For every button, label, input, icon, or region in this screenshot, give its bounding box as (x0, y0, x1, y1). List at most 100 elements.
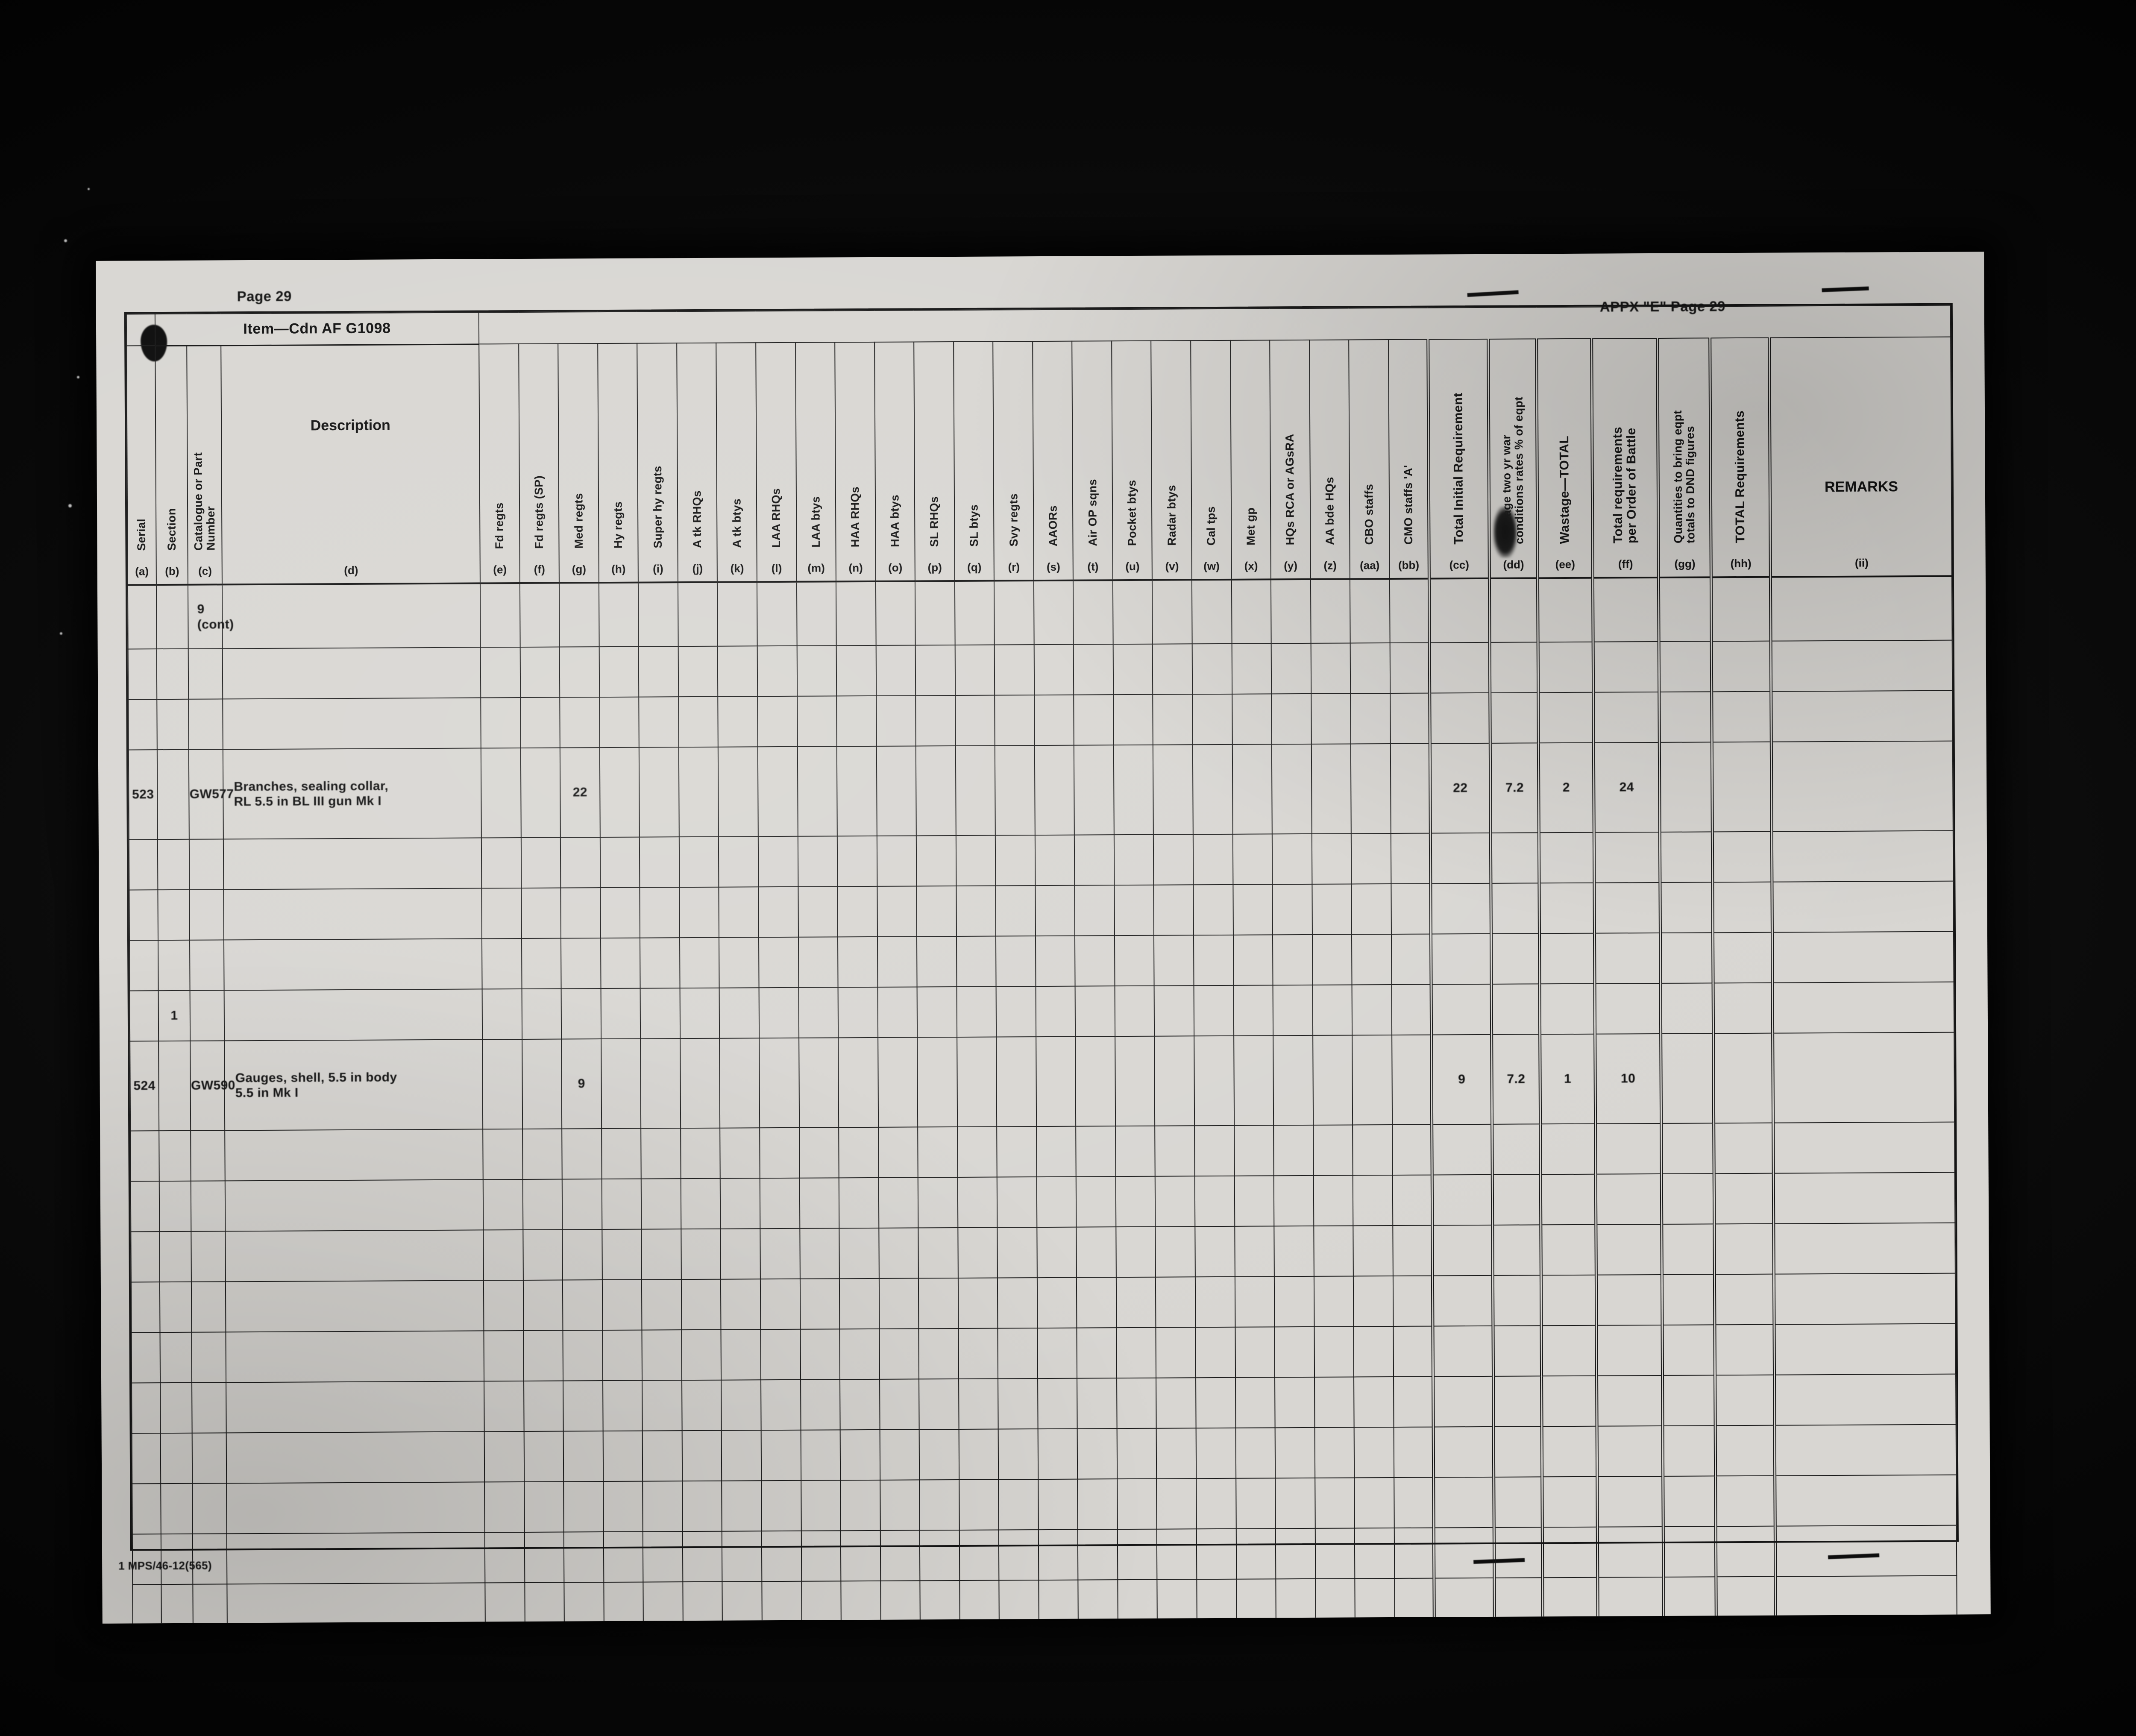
cell-r7-d (224, 989, 483, 1041)
cell-r8-f (522, 1039, 562, 1129)
cell-r0-cc (1429, 578, 1490, 643)
column-letter-e: (e) (493, 563, 507, 576)
cell-r7-h (601, 988, 641, 1039)
column-header-ff: Total requirements per Order of Battle (ff… (1591, 338, 1659, 578)
cell-r16-e (484, 1481, 525, 1533)
cell-r12-t (1077, 1277, 1117, 1328)
registration-tick-top (1467, 290, 1519, 297)
cell-r6-v (1154, 935, 1194, 986)
cell-r8-h (601, 1038, 641, 1129)
cell-r13-o (879, 1328, 919, 1379)
cell-r9-l (760, 1127, 800, 1179)
cell-value-ff: 10 (1620, 1071, 1636, 1086)
cell-r8-aa (1352, 1035, 1392, 1125)
cell-r4-o (877, 836, 917, 886)
cell-r0-hh (1711, 577, 1771, 642)
cell-r13-cc (1432, 1325, 1493, 1377)
cell-r15-c (192, 1433, 227, 1484)
cell-r6-ee (1539, 933, 1595, 984)
cell-r16-d (226, 1482, 485, 1534)
column-header-m: LAA btys (m) (795, 342, 836, 582)
cell-r11-z (1313, 1226, 1354, 1276)
cell-r7-u (1115, 985, 1155, 1037)
cell-r7-cc (1431, 984, 1492, 1035)
cell-r15-t (1077, 1428, 1118, 1479)
table-row-blank (132, 1374, 1956, 1434)
cell-r11-c (191, 1231, 226, 1282)
column-header-ee: Wastage—TOTAL (ee) (1536, 338, 1593, 578)
cell-r18-q (959, 1580, 1000, 1624)
cell-r12-bb (1393, 1276, 1433, 1327)
cell-r16-dd (1493, 1477, 1543, 1528)
cell-r18-h (604, 1582, 644, 1624)
cell-r18-l (762, 1581, 802, 1624)
column-letter-ee: (ee) (1555, 557, 1576, 571)
cell-r1-o (876, 645, 916, 696)
table-row-blank (129, 830, 1954, 890)
cell-r15-i (642, 1431, 683, 1481)
cell-r13-dd (1493, 1325, 1542, 1376)
cell-r1-e (480, 647, 520, 698)
cell-r18-g (564, 1582, 604, 1624)
cell-r13-b (160, 1332, 192, 1383)
column-header-z: AA bde HQs (z) (1309, 340, 1350, 579)
cell-r10-b (159, 1181, 191, 1232)
cell-r18-a (132, 1584, 161, 1624)
cell-r13-g (563, 1330, 603, 1381)
cell-r5-h (600, 887, 640, 938)
column-header-label-k: A tk btys (730, 498, 743, 548)
column-header-e: Fd regts (e) (479, 343, 520, 584)
cell-r17-g (564, 1532, 604, 1583)
cell-r3-n (836, 746, 877, 836)
cell-r3-ff: 24 (1593, 742, 1660, 833)
cell-r3-v (1153, 745, 1193, 835)
cell-r15-x (1235, 1428, 1276, 1478)
cell-r3-b (157, 749, 190, 840)
cell-r10-ii (1773, 1172, 1955, 1224)
cell-r5-dd (1491, 883, 1540, 934)
cell-r1-u (1113, 644, 1153, 695)
cell-r4-t (1074, 835, 1115, 886)
cell-r17-gg (1663, 1526, 1716, 1577)
cell-r18-b (161, 1584, 194, 1624)
cell-value-dd: 7.2 (1507, 1072, 1526, 1086)
cell-r18-m (801, 1581, 842, 1624)
column-header-label-z: AA bde HQs (1323, 477, 1336, 545)
cell-r2-b (157, 699, 189, 750)
cell-r4-k (719, 836, 759, 887)
cell-r9-n (839, 1127, 879, 1178)
cell-r15-m (801, 1430, 841, 1481)
column-letter-f: (f) (534, 563, 545, 576)
cell-r3-w (1192, 744, 1233, 835)
cell-r13-aa (1353, 1326, 1394, 1377)
cell-r0-o (875, 581, 915, 645)
cell-r4-f (521, 837, 561, 888)
column-letter-t: (t) (1087, 560, 1099, 573)
column-header-bb: CMO staffs 'A' (bb) (1388, 339, 1429, 579)
cell-r15-l (761, 1430, 801, 1481)
column-letter-u: (u) (1125, 560, 1140, 573)
cell-r10-hh (1714, 1173, 1774, 1224)
cell-r18-c (193, 1584, 228, 1624)
column-header-v: Radar btys (v) (1151, 340, 1192, 580)
cell-r9-t (1076, 1126, 1116, 1177)
cell-r13-v (1156, 1327, 1196, 1378)
cell-r3-bb (1390, 743, 1431, 834)
cell-r8-ii (1772, 1032, 1955, 1123)
cell-r16-u (1117, 1478, 1157, 1530)
cell-r14-w (1196, 1377, 1236, 1428)
column-header-label-r: Svy regts (1006, 493, 1020, 547)
cell-r17-e (484, 1532, 525, 1583)
cell-r0-z (1310, 579, 1350, 643)
cell-r0-bb (1389, 578, 1429, 643)
cell-r16-ee (1542, 1476, 1598, 1528)
cell-r17-ii (1775, 1525, 1957, 1577)
cell-r16-o (880, 1480, 920, 1531)
cell-r18-w (1197, 1579, 1237, 1624)
cell-r6-bb (1391, 934, 1431, 985)
cell-r1-hh (1711, 641, 1771, 692)
cell-r17-n (840, 1530, 880, 1581)
cell-r15-h (603, 1431, 643, 1482)
cell-r18-cc (1434, 1578, 1495, 1624)
cell-r10-m (799, 1178, 839, 1229)
